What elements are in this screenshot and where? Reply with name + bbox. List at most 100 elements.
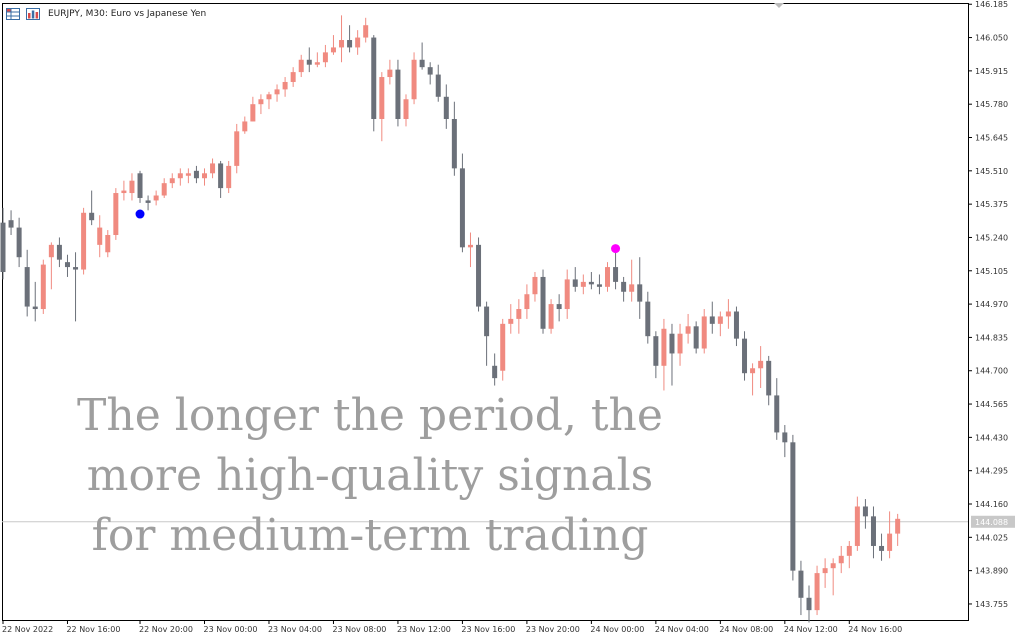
candle-body-bull[interactable] <box>685 326 691 334</box>
candle-body-bear[interactable] <box>137 173 143 198</box>
candle-body-bear[interactable] <box>774 395 780 433</box>
candle-body-bull[interactable] <box>355 37 361 48</box>
candle-body-bull[interactable] <box>234 131 240 166</box>
candle-body-bear[interactable] <box>419 59 425 68</box>
candle-body-bear[interactable] <box>879 545 885 551</box>
candle-body-bull[interactable] <box>508 318 514 324</box>
candle-body-bull[interactable] <box>838 555 844 564</box>
candle-body-bear[interactable] <box>596 284 602 287</box>
sell-signal-dot[interactable] <box>611 244 621 254</box>
candle-body-bull[interactable] <box>258 99 264 105</box>
candle-body-bear[interactable] <box>32 306 38 310</box>
candle-body-bear[interactable] <box>790 442 796 571</box>
candle-body-bear[interactable] <box>306 59 312 65</box>
candle-body-bull[interactable] <box>226 165 232 189</box>
candle-body-bull[interactable] <box>725 311 731 317</box>
buy-signal-dot[interactable] <box>135 209 145 219</box>
candle-body-bull[interactable] <box>758 360 764 369</box>
candle-body-bull[interactable] <box>97 227 103 245</box>
candle-body-bull[interactable] <box>387 69 393 78</box>
candle-body-bull[interactable] <box>379 77 385 119</box>
candle-body-bull[interactable] <box>266 94 272 100</box>
candle-body-bull[interactable] <box>887 533 893 551</box>
candle-body-bull[interactable] <box>500 323 506 371</box>
candle-body-bull[interactable] <box>548 304 554 329</box>
candle-body-bull[interactable] <box>290 72 296 82</box>
candle-body-bear[interactable] <box>443 96 449 119</box>
candle-body-bull[interactable] <box>814 573 820 611</box>
candle-body-bear[interactable] <box>427 67 433 75</box>
candle-body-bull[interactable] <box>202 173 207 179</box>
candle-body-bull[interactable] <box>274 89 280 95</box>
candle-body-bear[interactable] <box>145 200 151 203</box>
candle-body-bear[interactable] <box>798 570 804 598</box>
candle-body-bear[interactable] <box>64 262 70 268</box>
candle-body-bull[interactable] <box>153 195 159 201</box>
candle-body-bear[interactable] <box>613 267 619 282</box>
candle-body-bull[interactable] <box>854 506 860 546</box>
candle-body-bull[interactable] <box>717 316 723 324</box>
candle-body-bear[interactable] <box>435 74 441 97</box>
candle-body-bull[interactable] <box>322 52 328 63</box>
candle-body-bear[interactable] <box>572 279 578 287</box>
candle-body-bear[interactable] <box>733 311 739 339</box>
candle-body-bear[interactable] <box>56 244 62 260</box>
candle-body-bear[interactable] <box>218 163 224 189</box>
candle-body-bear[interactable] <box>637 284 643 302</box>
candle-body-bull[interactable] <box>363 25 369 38</box>
candle-body-bull[interactable] <box>516 309 522 319</box>
candle-body-bull[interactable] <box>282 81 288 90</box>
candle-body-bull[interactable] <box>339 40 345 48</box>
candle-body-bear[interactable] <box>693 326 699 349</box>
candle-body-bear[interactable] <box>459 168 465 248</box>
candle-body-bear[interactable] <box>782 432 788 443</box>
candle-body-bull[interactable] <box>330 47 336 53</box>
candle-body-bear[interactable] <box>24 267 30 307</box>
candle-body-bear[interactable] <box>0 222 6 273</box>
candle-body-bear[interactable] <box>742 338 748 374</box>
candle-body-bull[interactable] <box>113 193 119 235</box>
candle-body-bull[interactable] <box>81 212 87 270</box>
candle-body-bull[interactable] <box>830 563 836 569</box>
candle-body-bear[interactable] <box>669 333 675 354</box>
candle-body-bear[interactable] <box>8 220 14 228</box>
candle-body-bear[interactable] <box>476 244 482 307</box>
candle-body-bull[interactable] <box>411 59 417 100</box>
candle-body-bull[interactable] <box>677 333 683 354</box>
candle-body-bear[interactable] <box>621 281 627 292</box>
scroll-marker-icon[interactable] <box>774 3 784 8</box>
candle-body-bull[interactable] <box>750 368 756 374</box>
candle-body-bull[interactable] <box>161 183 167 196</box>
candle-body-bull[interactable] <box>629 284 635 292</box>
candle-body-bear[interactable] <box>484 306 490 337</box>
candle-body-bull[interactable] <box>48 244 54 258</box>
candle-body-bull[interactable] <box>661 328 667 366</box>
candle-body-bull[interactable] <box>895 518 901 534</box>
candle-body-bear[interactable] <box>870 516 876 546</box>
candle-body-bull[interactable] <box>524 294 530 310</box>
candle-body-bull[interactable] <box>467 244 473 248</box>
candle-body-bull[interactable] <box>242 121 248 132</box>
candle-body-bull[interactable] <box>605 267 610 287</box>
candle-body-bull[interactable] <box>580 281 586 287</box>
candle-body-bull[interactable] <box>40 264 46 310</box>
candle-body-bull[interactable] <box>403 99 409 119</box>
candle-body-bull[interactable] <box>564 279 570 310</box>
candle-body-bear[interactable] <box>709 316 715 324</box>
candle-body-bull[interactable] <box>105 234 111 253</box>
candle-body-bear[interactable] <box>588 281 594 285</box>
candle-body-bear[interactable] <box>540 276 546 329</box>
candle-body-bull[interactable] <box>822 568 828 574</box>
candle-body-bull[interactable] <box>250 104 256 122</box>
candle-body-bear[interactable] <box>766 360 772 396</box>
candle-body-bull[interactable] <box>314 62 320 65</box>
candle-body-bear[interactable] <box>395 69 401 119</box>
candle-body-bear[interactable] <box>16 227 22 258</box>
candle-body-bear[interactable] <box>451 118 457 169</box>
candle-body-bull[interactable] <box>129 180 135 194</box>
candle-body-bear[interactable] <box>371 37 377 119</box>
candle-body-bull[interactable] <box>210 163 216 174</box>
candle-body-bear[interactable] <box>89 212 95 221</box>
candle-body-bear[interactable] <box>645 301 651 337</box>
